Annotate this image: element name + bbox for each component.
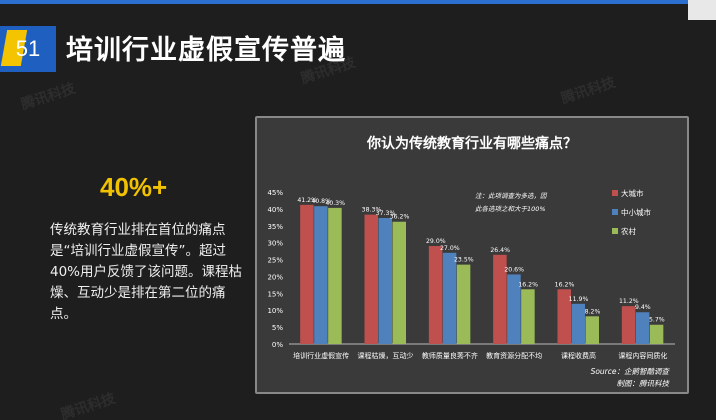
bar-value-label: 20.6% (504, 266, 524, 273)
chart-source: Source：企鹅智酷调查 (591, 367, 671, 376)
chart-note: 注：此项调查为多选，因 (475, 192, 548, 200)
legend-swatch (612, 209, 618, 215)
watermark: 腾讯科技 (559, 74, 618, 108)
bar (300, 204, 314, 344)
y-tick-label: 35% (267, 223, 283, 231)
chart-note: 此各选项之和大于100% (475, 205, 546, 213)
bar-value-label: 16.2% (555, 281, 575, 288)
chart-panel: 你认为传统教育行业有哪些痛点？ 0% 5% 10% 15% 20% 25% 30% 35% 40%… (255, 116, 689, 394)
bar-value-label: 37.3% (376, 210, 396, 217)
bar (364, 214, 378, 344)
chart-title: 你认为传统教育行业有哪些痛点？ (366, 135, 577, 152)
bar (557, 289, 571, 344)
bar-value-label: 41.2% (297, 197, 317, 204)
bar-value-label: 29.0% (426, 238, 446, 245)
top-accent-line (0, 0, 716, 4)
x-tick-label: 课程枯燥，互动少 (358, 351, 414, 360)
x-tick-label: 教师质量良莠不齐 (422, 351, 478, 360)
y-tick-label: 5% (272, 324, 283, 332)
bar-value-label: 36.2% (390, 214, 410, 221)
highlight-description: 传统教育行业排在首位的痛点是“培训行业虚假宣传”。超过40%用户反馈了该问题。课… (50, 222, 243, 322)
bar (635, 312, 650, 344)
bar (328, 207, 342, 344)
legend-label: 中小城市 (621, 207, 651, 217)
legend-label: 大城市 (621, 188, 644, 198)
bar (456, 264, 471, 344)
bar-value-label: 23.5% (454, 257, 474, 264)
corner-tab (688, 0, 716, 20)
x-tick-label: 课程内容同质化 (618, 351, 667, 360)
slide-title: 培训行业虚假宣传普遍 (66, 35, 346, 66)
bar (621, 306, 636, 344)
bar (392, 221, 406, 344)
legend-swatch (612, 190, 618, 196)
bar-value-label: 38.3% (362, 207, 382, 214)
bar-value-label: 11.2% (619, 298, 639, 305)
chart-credit: 制图：腾讯科技 (617, 379, 671, 388)
slide-number: 51 (15, 36, 41, 61)
bar-value-label: 16.2% (518, 281, 538, 288)
y-tick-label: 0% (272, 341, 283, 349)
bar (442, 252, 457, 344)
bar-chart: 你认为传统教育行业有哪些痛点？ 0% 5% 10% 15% 20% 25% 30% 35% 40%… (267, 135, 675, 388)
y-tick-label: 45% (267, 189, 283, 197)
legend-label: 农村 (621, 226, 636, 236)
watermark: 腾讯科技 (19, 80, 78, 114)
bar-value-label: 40.8% (311, 198, 331, 205)
bar-value-label: 8.2% (585, 308, 601, 315)
y-tick-label: 10% (267, 307, 283, 315)
highlight-stat: 40%+ (100, 172, 168, 202)
bar-value-label: 26.4% (490, 247, 510, 254)
bar (521, 289, 535, 344)
y-tick-label: 30% (267, 240, 283, 248)
y-tick-label: 15% (267, 290, 283, 298)
bar-value-label: 27.0% (440, 245, 460, 252)
bar (428, 246, 443, 344)
legend-swatch (612, 228, 618, 234)
x-tick-label: 课程收费高 (561, 351, 596, 360)
y-tick-label: 20% (267, 273, 283, 281)
bar-value-label: 9.4% (635, 304, 651, 311)
x-tick-label: 培训行业虚假宣传 (293, 351, 349, 360)
bar (493, 254, 507, 344)
bar (585, 316, 599, 344)
y-tick-label: 40% (267, 206, 283, 214)
bar (571, 303, 585, 344)
bar-value-label: 11.9% (569, 296, 589, 303)
bar-value-label: 5.7% (649, 317, 665, 324)
bar (378, 218, 392, 344)
bar (314, 206, 328, 344)
y-tick-label: 25% (267, 257, 283, 265)
bar-value-label: 40.3% (325, 200, 345, 207)
x-tick-label: 教育资源分配不均 (486, 351, 542, 360)
slide-number-badge: 51 (0, 26, 56, 72)
bar (649, 324, 664, 344)
bar (507, 274, 521, 344)
watermark: 腾讯科技 (59, 390, 118, 420)
